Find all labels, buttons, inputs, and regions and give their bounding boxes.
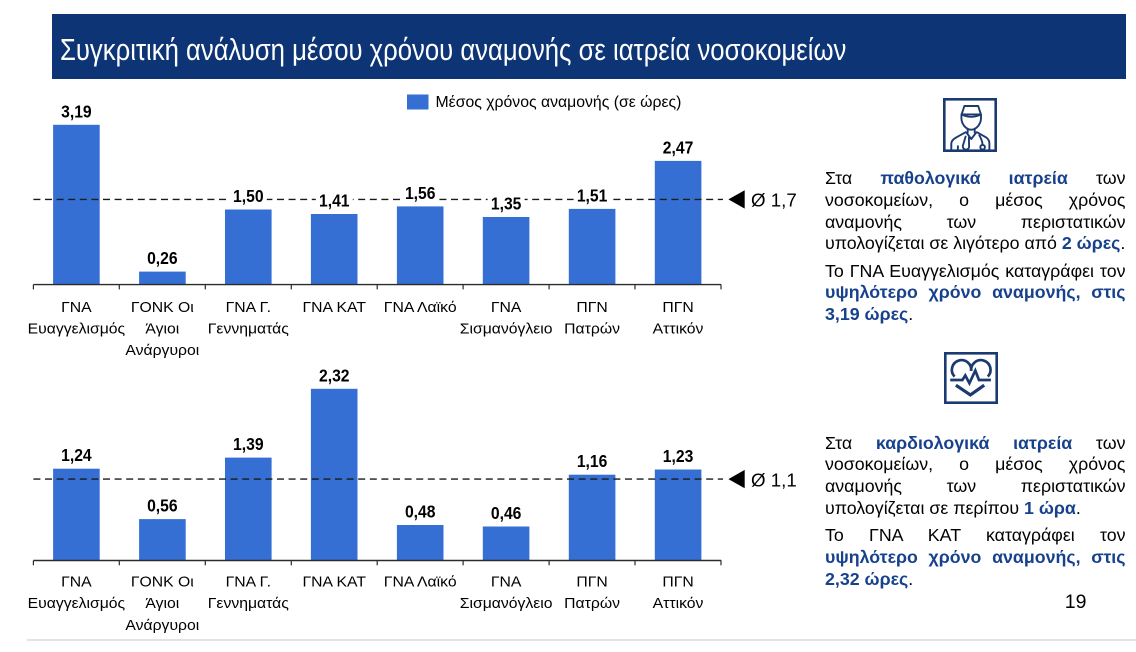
svg-text:0,26: 0,26 bbox=[147, 248, 178, 268]
svg-text:ΓΝΑ Γ.: ΓΝΑ Γ. bbox=[226, 299, 271, 316]
svg-text:0,46: 0,46 bbox=[491, 503, 522, 523]
svg-text:Ανάργυροι: Ανάργυροι bbox=[125, 617, 199, 634]
svg-text:Γεννηματάς: Γεννηματάς bbox=[208, 321, 289, 338]
svg-text:Άγιοι: Άγιοι bbox=[145, 321, 179, 338]
svg-text:ΠΓΝ: ΠΓΝ bbox=[576, 574, 607, 591]
svg-text:0,48: 0,48 bbox=[405, 502, 436, 522]
svg-text:Αττικόν: Αττικόν bbox=[653, 321, 704, 338]
svg-text:1,16: 1,16 bbox=[577, 451, 608, 471]
svg-text:ΓΝΑ Λαϊκό: ΓΝΑ Λαϊκό bbox=[384, 299, 457, 316]
svg-text:ΓΝΑ ΚΑΤ: ΓΝΑ ΚΑΤ bbox=[303, 574, 367, 591]
svg-text:Αττικόν: Αττικόν bbox=[653, 595, 704, 612]
svg-text:1,56: 1,56 bbox=[405, 183, 436, 203]
svg-text:3,19: 3,19 bbox=[61, 101, 92, 121]
svg-text:ΓΝΑ: ΓΝΑ bbox=[491, 299, 522, 316]
svg-text:Ευαγγελισμός: Ευαγγελισμός bbox=[28, 321, 126, 338]
svg-text:2,47: 2,47 bbox=[663, 137, 694, 157]
svg-text:1,51: 1,51 bbox=[577, 185, 608, 205]
svg-text:Ø 1,1: Ø 1,1 bbox=[751, 469, 797, 490]
svg-text:ΓΝΑ: ΓΝΑ bbox=[61, 299, 92, 316]
svg-text:2,32: 2,32 bbox=[319, 365, 350, 385]
svg-text:Άγιοι: Άγιοι bbox=[145, 595, 179, 612]
svg-text:ΓΟΝΚ Οι: ΓΟΝΚ Οι bbox=[131, 299, 194, 316]
svg-text:Ανάργυροι: Ανάργυροι bbox=[125, 342, 199, 359]
svg-text:1,39: 1,39 bbox=[233, 434, 264, 454]
svg-text:Ø 1,7: Ø 1,7 bbox=[751, 190, 797, 211]
svg-text:1,23: 1,23 bbox=[663, 446, 694, 466]
svg-text:Μέσος χρόνος αναμονής (σε ώρες: Μέσος χρόνος αναμονής (σε ώρες) bbox=[436, 94, 682, 111]
svg-text:ΓΝΑ ΚΑΤ: ΓΝΑ ΚΑΤ bbox=[303, 299, 367, 316]
svg-text:1,50: 1,50 bbox=[233, 186, 264, 206]
svg-text:Σισμανόγλειο: Σισμανόγλειο bbox=[460, 321, 553, 338]
svg-text:Σισμανόγλειο: Σισμανόγλειο bbox=[460, 595, 553, 612]
svg-text:ΓΝΑ Λαϊκό: ΓΝΑ Λαϊκό bbox=[384, 574, 457, 591]
svg-text:Γεννηματάς: Γεννηματάς bbox=[208, 595, 289, 612]
svg-text:0,56: 0,56 bbox=[147, 496, 178, 516]
svg-text:1,24: 1,24 bbox=[61, 445, 92, 465]
svg-text:ΓΝΑ: ΓΝΑ bbox=[491, 574, 522, 591]
svg-text:1,35: 1,35 bbox=[491, 194, 522, 214]
svg-text:Ευαγγελισμός: Ευαγγελισμός bbox=[28, 595, 126, 612]
svg-text:Πατρών: Πατρών bbox=[564, 321, 620, 338]
svg-text:ΓΝΑ Γ.: ΓΝΑ Γ. bbox=[226, 574, 271, 591]
svg-text:ΠΓΝ: ΠΓΝ bbox=[576, 299, 607, 316]
svg-text:ΓΟΝΚ Οι: ΓΟΝΚ Οι bbox=[131, 574, 194, 591]
svg-text:1,41: 1,41 bbox=[319, 191, 350, 211]
svg-text:ΓΝΑ: ΓΝΑ bbox=[61, 574, 92, 591]
svg-text:ΠΓΝ: ΠΓΝ bbox=[662, 299, 693, 316]
svg-text:ΠΓΝ: ΠΓΝ bbox=[662, 574, 693, 591]
svg-text:Πατρών: Πατρών bbox=[564, 595, 620, 612]
